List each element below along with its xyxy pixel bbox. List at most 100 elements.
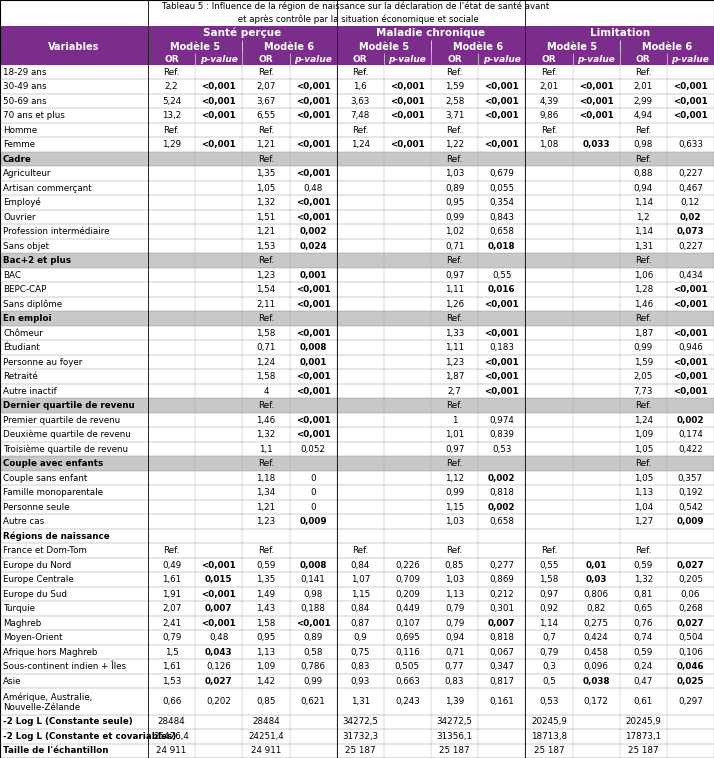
Text: 0,009: 0,009	[299, 517, 327, 526]
Text: 0,126: 0,126	[206, 662, 231, 671]
Text: 0,268: 0,268	[678, 604, 703, 613]
Text: 0,66: 0,66	[162, 697, 181, 706]
Text: OR: OR	[542, 55, 556, 64]
Text: Premier quartile de revenu: Premier quartile de revenu	[3, 415, 120, 424]
Text: 1,46: 1,46	[256, 415, 276, 424]
Bar	[0, 26, 714, 40]
Text: Ref.: Ref.	[164, 547, 180, 555]
Text: 0,818: 0,818	[489, 488, 514, 497]
Text: 1,13: 1,13	[445, 590, 464, 599]
Text: 0,99: 0,99	[633, 343, 653, 352]
Text: Ref.: Ref.	[258, 256, 274, 265]
Text: 1,32: 1,32	[256, 199, 276, 207]
Text: 1,09: 1,09	[256, 662, 276, 671]
Text: <0,001: <0,001	[673, 372, 708, 381]
Bar	[0, 659, 714, 674]
Text: 1,08: 1,08	[539, 140, 558, 149]
Text: 1,15: 1,15	[351, 590, 370, 599]
Text: 0,99: 0,99	[303, 677, 323, 686]
Text: Homme: Homme	[3, 126, 37, 135]
Text: BEPC-CAP: BEPC-CAP	[3, 285, 46, 294]
Text: Famille monoparentale: Famille monoparentale	[3, 488, 103, 497]
Text: 1,53: 1,53	[256, 242, 276, 251]
Text: BAC: BAC	[3, 271, 21, 280]
Text: 1,91: 1,91	[162, 590, 181, 599]
Text: 4: 4	[263, 387, 268, 396]
Text: 0,007: 0,007	[488, 619, 516, 628]
Text: 0,002: 0,002	[488, 503, 516, 512]
Text: 0,58: 0,58	[303, 647, 323, 656]
Text: 0,116: 0,116	[395, 647, 420, 656]
Text: 0,188: 0,188	[301, 604, 326, 613]
Text: <0,001: <0,001	[201, 97, 236, 106]
Bar	[0, 65, 714, 80]
Text: 1,35: 1,35	[256, 575, 276, 584]
Text: Couple avec enfants: Couple avec enfants	[3, 459, 104, 468]
Text: 0,434: 0,434	[678, 271, 703, 280]
Text: 0,3: 0,3	[542, 662, 556, 671]
Text: 1,18: 1,18	[256, 474, 276, 483]
Text: 0,55: 0,55	[539, 561, 558, 570]
Text: 70 ans et plus: 70 ans et plus	[3, 111, 65, 121]
Text: 0,818: 0,818	[489, 633, 514, 642]
Text: <0,001: <0,001	[201, 83, 236, 91]
Bar	[0, 196, 714, 210]
Text: Ref.: Ref.	[352, 126, 368, 135]
Text: 0,227: 0,227	[678, 169, 703, 178]
Text: 2,05: 2,05	[633, 372, 653, 381]
Text: Modèle 6: Modèle 6	[453, 42, 503, 52]
Text: <0,001: <0,001	[201, 590, 236, 599]
Text: <0,001: <0,001	[484, 140, 519, 149]
Text: Sans objet: Sans objet	[3, 242, 49, 251]
Text: 1,54: 1,54	[256, 285, 276, 294]
Bar	[0, 485, 714, 500]
Text: Ref.: Ref.	[164, 67, 180, 77]
Text: 0,301: 0,301	[489, 604, 514, 613]
Text: Troisième quartile de revenu: Troisième quartile de revenu	[3, 444, 128, 454]
Text: 1,11: 1,11	[445, 343, 464, 352]
Text: <0,001: <0,001	[296, 299, 331, 309]
Bar	[0, 558, 714, 572]
Text: 1,61: 1,61	[162, 575, 181, 584]
Text: Europe du Sud: Europe du Sud	[3, 590, 67, 599]
Text: 0,869: 0,869	[489, 575, 514, 584]
Text: p-value: p-value	[388, 55, 426, 64]
Text: 2,7: 2,7	[448, 387, 461, 396]
Text: 1,12: 1,12	[445, 474, 464, 483]
Text: 2,58: 2,58	[445, 97, 464, 106]
Text: 0,843: 0,843	[489, 213, 514, 222]
Text: Autre inactif: Autre inactif	[3, 387, 56, 396]
Text: 0,89: 0,89	[445, 183, 464, 193]
Text: 30-49 ans: 30-49 ans	[3, 83, 46, 91]
Text: 0,504: 0,504	[678, 633, 703, 642]
Text: 0,7: 0,7	[542, 633, 556, 642]
Text: <0,001: <0,001	[296, 619, 331, 628]
Text: Ref.: Ref.	[635, 155, 651, 164]
Text: 0,12: 0,12	[680, 199, 700, 207]
Bar	[0, 123, 714, 137]
Bar	[0, 471, 714, 485]
Bar	[0, 529, 714, 543]
Text: 0,83: 0,83	[351, 662, 370, 671]
Text: 1,51: 1,51	[256, 213, 276, 222]
Bar	[0, 399, 714, 413]
Bar	[0, 239, 714, 253]
Text: 0,85: 0,85	[445, 561, 464, 570]
Text: <0,001: <0,001	[484, 372, 519, 381]
Text: 0,033: 0,033	[583, 140, 610, 149]
Text: <0,001: <0,001	[673, 97, 708, 106]
Text: Asie: Asie	[3, 677, 21, 686]
Text: Taille de l'échantillon: Taille de l'échantillon	[3, 747, 109, 755]
Text: 0,052: 0,052	[301, 445, 326, 454]
Text: 0,275: 0,275	[583, 619, 608, 628]
Text: Femme: Femme	[3, 140, 35, 149]
Text: Ref.: Ref.	[635, 67, 651, 77]
Bar	[0, 384, 714, 399]
Text: <0,001: <0,001	[390, 111, 425, 121]
Bar	[0, 572, 714, 587]
Text: 0,65: 0,65	[633, 604, 653, 613]
Text: Régions de naissance: Régions de naissance	[3, 531, 110, 541]
Bar	[0, 355, 714, 369]
Text: 0,354: 0,354	[489, 199, 514, 207]
Text: 3,63: 3,63	[351, 97, 370, 106]
